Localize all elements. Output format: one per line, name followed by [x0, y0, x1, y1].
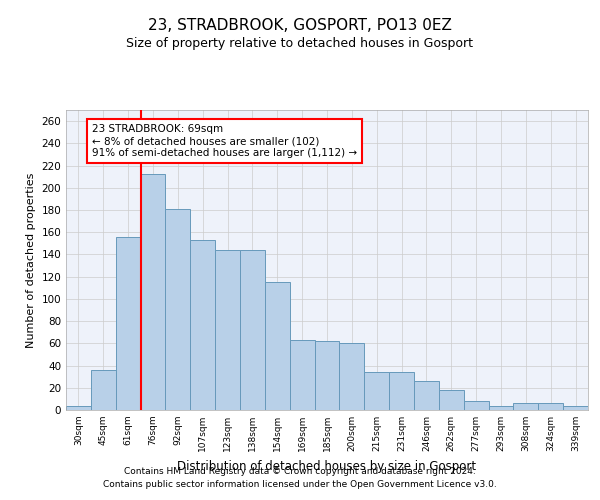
Bar: [488, 406, 514, 410]
Text: 23, STRADBROOK, GOSPORT, PO13 0EZ: 23, STRADBROOK, GOSPORT, PO13 0EZ: [148, 18, 452, 32]
Bar: [514, 404, 538, 410]
Bar: [240, 250, 265, 410]
Bar: [563, 406, 588, 410]
Bar: [439, 390, 464, 410]
Bar: [91, 370, 116, 410]
Bar: [290, 340, 314, 410]
Bar: [66, 406, 91, 410]
Text: Contains HM Land Registry data © Crown copyright and database right 2024.: Contains HM Land Registry data © Crown c…: [124, 467, 476, 476]
Text: Contains public sector information licensed under the Open Government Licence v3: Contains public sector information licen…: [103, 480, 497, 489]
Bar: [538, 404, 563, 410]
Bar: [140, 174, 166, 410]
Bar: [190, 240, 215, 410]
Bar: [364, 372, 389, 410]
Bar: [389, 372, 414, 410]
X-axis label: Distribution of detached houses by size in Gosport: Distribution of detached houses by size …: [178, 460, 476, 472]
Bar: [215, 250, 240, 410]
Bar: [464, 401, 488, 410]
Bar: [340, 344, 364, 410]
Bar: [265, 282, 290, 410]
Text: 23 STRADBROOK: 69sqm
← 8% of detached houses are smaller (102)
91% of semi-detac: 23 STRADBROOK: 69sqm ← 8% of detached ho…: [92, 124, 357, 158]
Bar: [116, 236, 140, 410]
Bar: [314, 341, 340, 410]
Y-axis label: Number of detached properties: Number of detached properties: [26, 172, 36, 348]
Bar: [414, 381, 439, 410]
Bar: [166, 209, 190, 410]
Text: Size of property relative to detached houses in Gosport: Size of property relative to detached ho…: [127, 38, 473, 51]
